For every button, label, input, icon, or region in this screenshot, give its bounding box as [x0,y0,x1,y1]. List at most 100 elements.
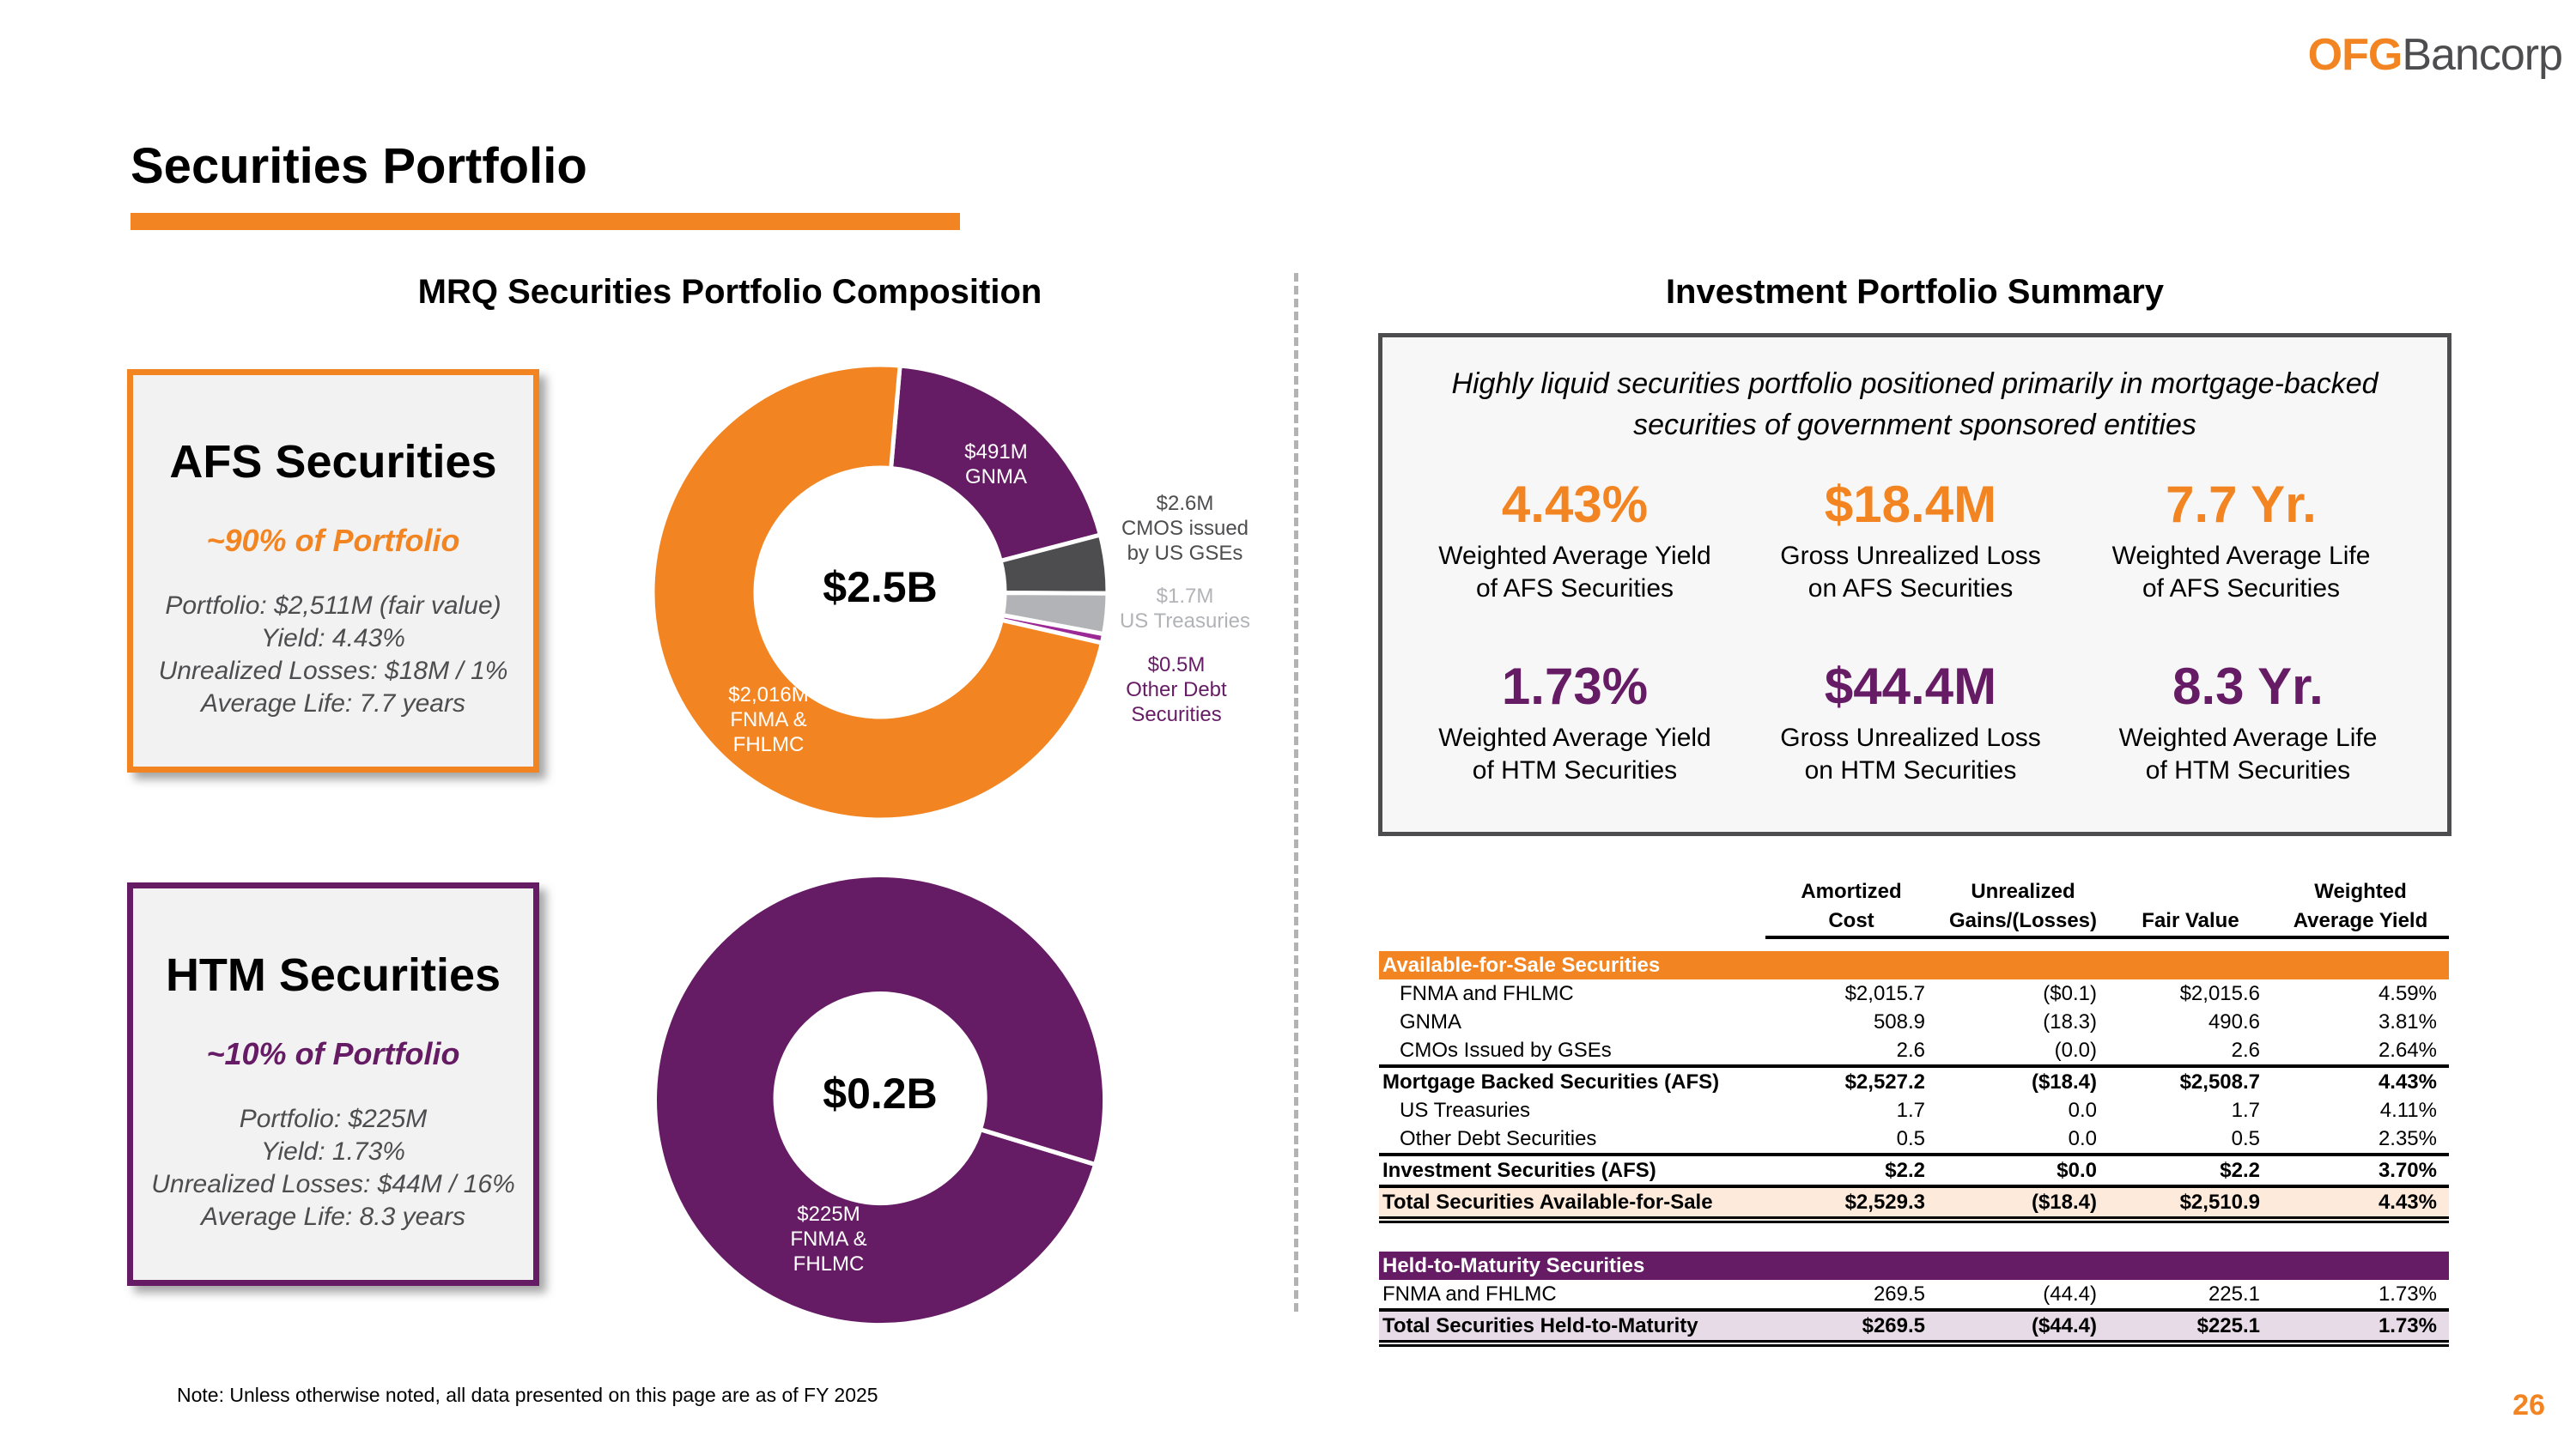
table-header-row: Amortized Cost Unrealized Gains/(Losses) F… [1379,877,2449,939]
htm-card-life: Average Life: 8.3 years [201,1203,465,1231]
row-label: GNMA [1400,1009,1461,1034]
slice-label-fnma-afs-value: $2,016M [728,683,809,706]
logo-bancorp: Bancorp [2402,30,2563,80]
section-divider [1294,273,1298,1312]
cell-value: ($0.1) [2043,981,2097,1005]
cell-value: 490.6 [2208,1009,2260,1034]
row-label: FNMA and FHLMC [1400,981,1574,1005]
htm-card-losses: Unrealized Losses: $44M / 16% [151,1170,515,1198]
row-label: Total Securities Available-for-Sale [1379,1185,1765,1223]
cell-value: $0.0 [1937,1153,2109,1186]
metric-value: 4.43% [1501,476,1649,533]
cell-value: ($44.4) [1937,1308,2109,1347]
cell-value: (18.3) [2043,1009,2097,1034]
investment-summary-box: Highly liquid securities portfolio posit… [1378,333,2451,836]
slice-label-fnma-htm-value: $225M [797,1203,860,1226]
donut-slice-gnma [888,363,1103,564]
slice-label-other-debt: $0.5M Other Debt Securities [1112,652,1241,727]
afs-donut-center-label: $2.5B [823,563,938,611]
mbs-subtotal-row: Mortgage Backed Securities (AFS) $2,527.2… [1379,1064,2449,1096]
slice-label-fnma-afs: $2,016M FNMA & FHLMC [717,682,820,757]
slice-label-gnma-text: GNMA [965,465,1027,488]
slice-label-gnma: $491M GNMA [936,440,1056,489]
table-row: Other Debt Securities 0.5 0.0 0.5 2.35% [1379,1125,2449,1155]
metric-value: $44.4M [1824,658,1997,715]
row-label: Investment Securities (AFS) [1379,1153,1765,1186]
metric-value: 1.73% [1501,658,1649,715]
cell-value: 2.6 [2231,1038,2260,1062]
footnote: Note: Unless otherwise noted, all data p… [177,1384,878,1406]
htm-donut-chart [655,876,1105,1325]
metric-value: $18.4M [1824,476,1997,533]
metric-desc-line2: of AFS Securities [2142,574,2341,603]
metric-desc-line1: Weighted Average Life [2118,724,2378,752]
cell-value: 2.35% [2378,1126,2437,1150]
table-row: CMOs Issued by GSEs 2.6 (0.0) 2.6 2.64% [1379,1036,2449,1066]
ofg-bancorp-logo: OFGBancorp [2307,29,2563,81]
cell-value: 225.1 [2208,1282,2260,1306]
afs-donut-chart [650,362,1110,822]
cell-value: 4.43% [2272,1064,2449,1096]
htm-card-portfolio: Portfolio: $225M [239,1105,428,1133]
cell-value: 508.9 [1873,1009,1925,1034]
slice-label-cmos-text: CMOS issued by US GSEs [1121,517,1249,565]
col-unrealized: Unrealized Gains/(Losses) [1937,877,2109,939]
table-row: US Treasuries 1.7 0.0 1.7 4.11% [1379,1096,2449,1125]
cell-value: 0.0 [2068,1098,2097,1122]
afs-card-losses: Unrealized Losses: $18M / 1% [158,657,508,685]
htm-donut-center-label: $0.2B [823,1070,938,1118]
metric-htm-yield: 1.73% Weighted Average Yield of HTM Secur… [1403,657,1747,787]
logo-ofg: OFG [2307,30,2403,80]
cell-value: $2,527.2 [1765,1064,1937,1096]
col-amortized-cost: Amortized Cost [1765,877,1937,939]
afs-section-header: Available-for-Sale Securities [1379,951,2449,979]
afs-total-row: Total Securities Available-for-Sale $2,52… [1379,1185,2449,1223]
page-title: Securities Portfolio [131,138,587,194]
slice-label-fnma-htm-text: FNMA & FHLMC [790,1228,867,1276]
cell-value: 2.64% [2378,1038,2437,1062]
slice-label-other-debt-text: Other Debt Securities [1126,678,1227,726]
metric-afs-unrealized-loss: $18.4M Gross Unrealized Loss on AFS Secur… [1739,475,2082,605]
metric-desc-line2: on AFS Securities [1807,574,2014,603]
cell-value: 4.43% [2272,1185,2449,1223]
table-row: FNMA and FHLMC 269.5 (44.4) 225.1 1.73% [1379,1280,2449,1310]
cell-value: 0.5 [1896,1126,1925,1150]
cell-value: 1.7 [2231,1098,2260,1122]
cell-value: 4.59% [2378,981,2437,1005]
cell-value: $225.1 [2109,1308,2272,1347]
cell-value: $2,510.9 [2109,1185,2272,1223]
cell-value: 0.0 [2068,1126,2097,1150]
summary-description: Highly liquid securities portfolio posit… [1451,367,2379,441]
metric-desc-line2: on HTM Securities [1804,756,2017,785]
htm-section-header: Held-to-Maturity Securities [1379,1252,2449,1280]
cell-value: 3.81% [2378,1009,2437,1034]
cell-value: $269.5 [1765,1308,1937,1347]
slice-label-cmos-value: $2.6M [1156,492,1214,515]
cell-value: $2,529.3 [1765,1185,1937,1223]
afs-card-life: Average Life: 7.7 years [201,689,465,718]
htm-securities-card: HTM Securities ~10% of Portfolio Portfol… [127,882,539,1286]
cell-value: 2.6 [1896,1038,1925,1062]
row-label: CMOs Issued by GSEs [1400,1038,1612,1062]
slice-label-us-treasuries: $1.7M US Treasuries [1108,584,1262,634]
table-row: GNMA 508.9 (18.3) 490.6 3.81% [1379,1008,2449,1036]
slice-label-cmos: $2.6M CMOS issued by US GSEs [1108,491,1262,566]
cell-value: $2,015.6 [2179,981,2260,1005]
cell-value: $2,015.7 [1844,981,1925,1005]
cell-value: ($18.4) [1937,1064,2109,1096]
title-underline-bar [131,213,960,230]
row-label: FNMA and FHLMC [1382,1282,1557,1306]
metric-afs-average-life: 7.7 Yr. Weighted Average Life of AFS Secu… [2069,475,2413,605]
metric-desc-line1: Weighted Average Yield [1438,724,1711,752]
row-label: Total Securities Held-to-Maturity [1379,1308,1765,1347]
row-label: Other Debt Securities [1400,1126,1597,1150]
metric-desc-line1: Weighted Average Life [2111,542,2371,570]
metric-htm-unrealized-loss: $44.4M Gross Unrealized Loss on HTM Secur… [1739,657,2082,787]
cell-value: (44.4) [2043,1282,2097,1306]
donut-slice-seam [979,1127,1097,1167]
donut-slice-fnma-fhlmc [650,362,1105,822]
htm-card-share: ~10% of Portfolio [206,1036,460,1071]
afs-card-title: AFS Securities [169,436,497,488]
securities-table: Amortized Cost Unrealized Gains/(Losses) F… [1379,877,2449,1347]
